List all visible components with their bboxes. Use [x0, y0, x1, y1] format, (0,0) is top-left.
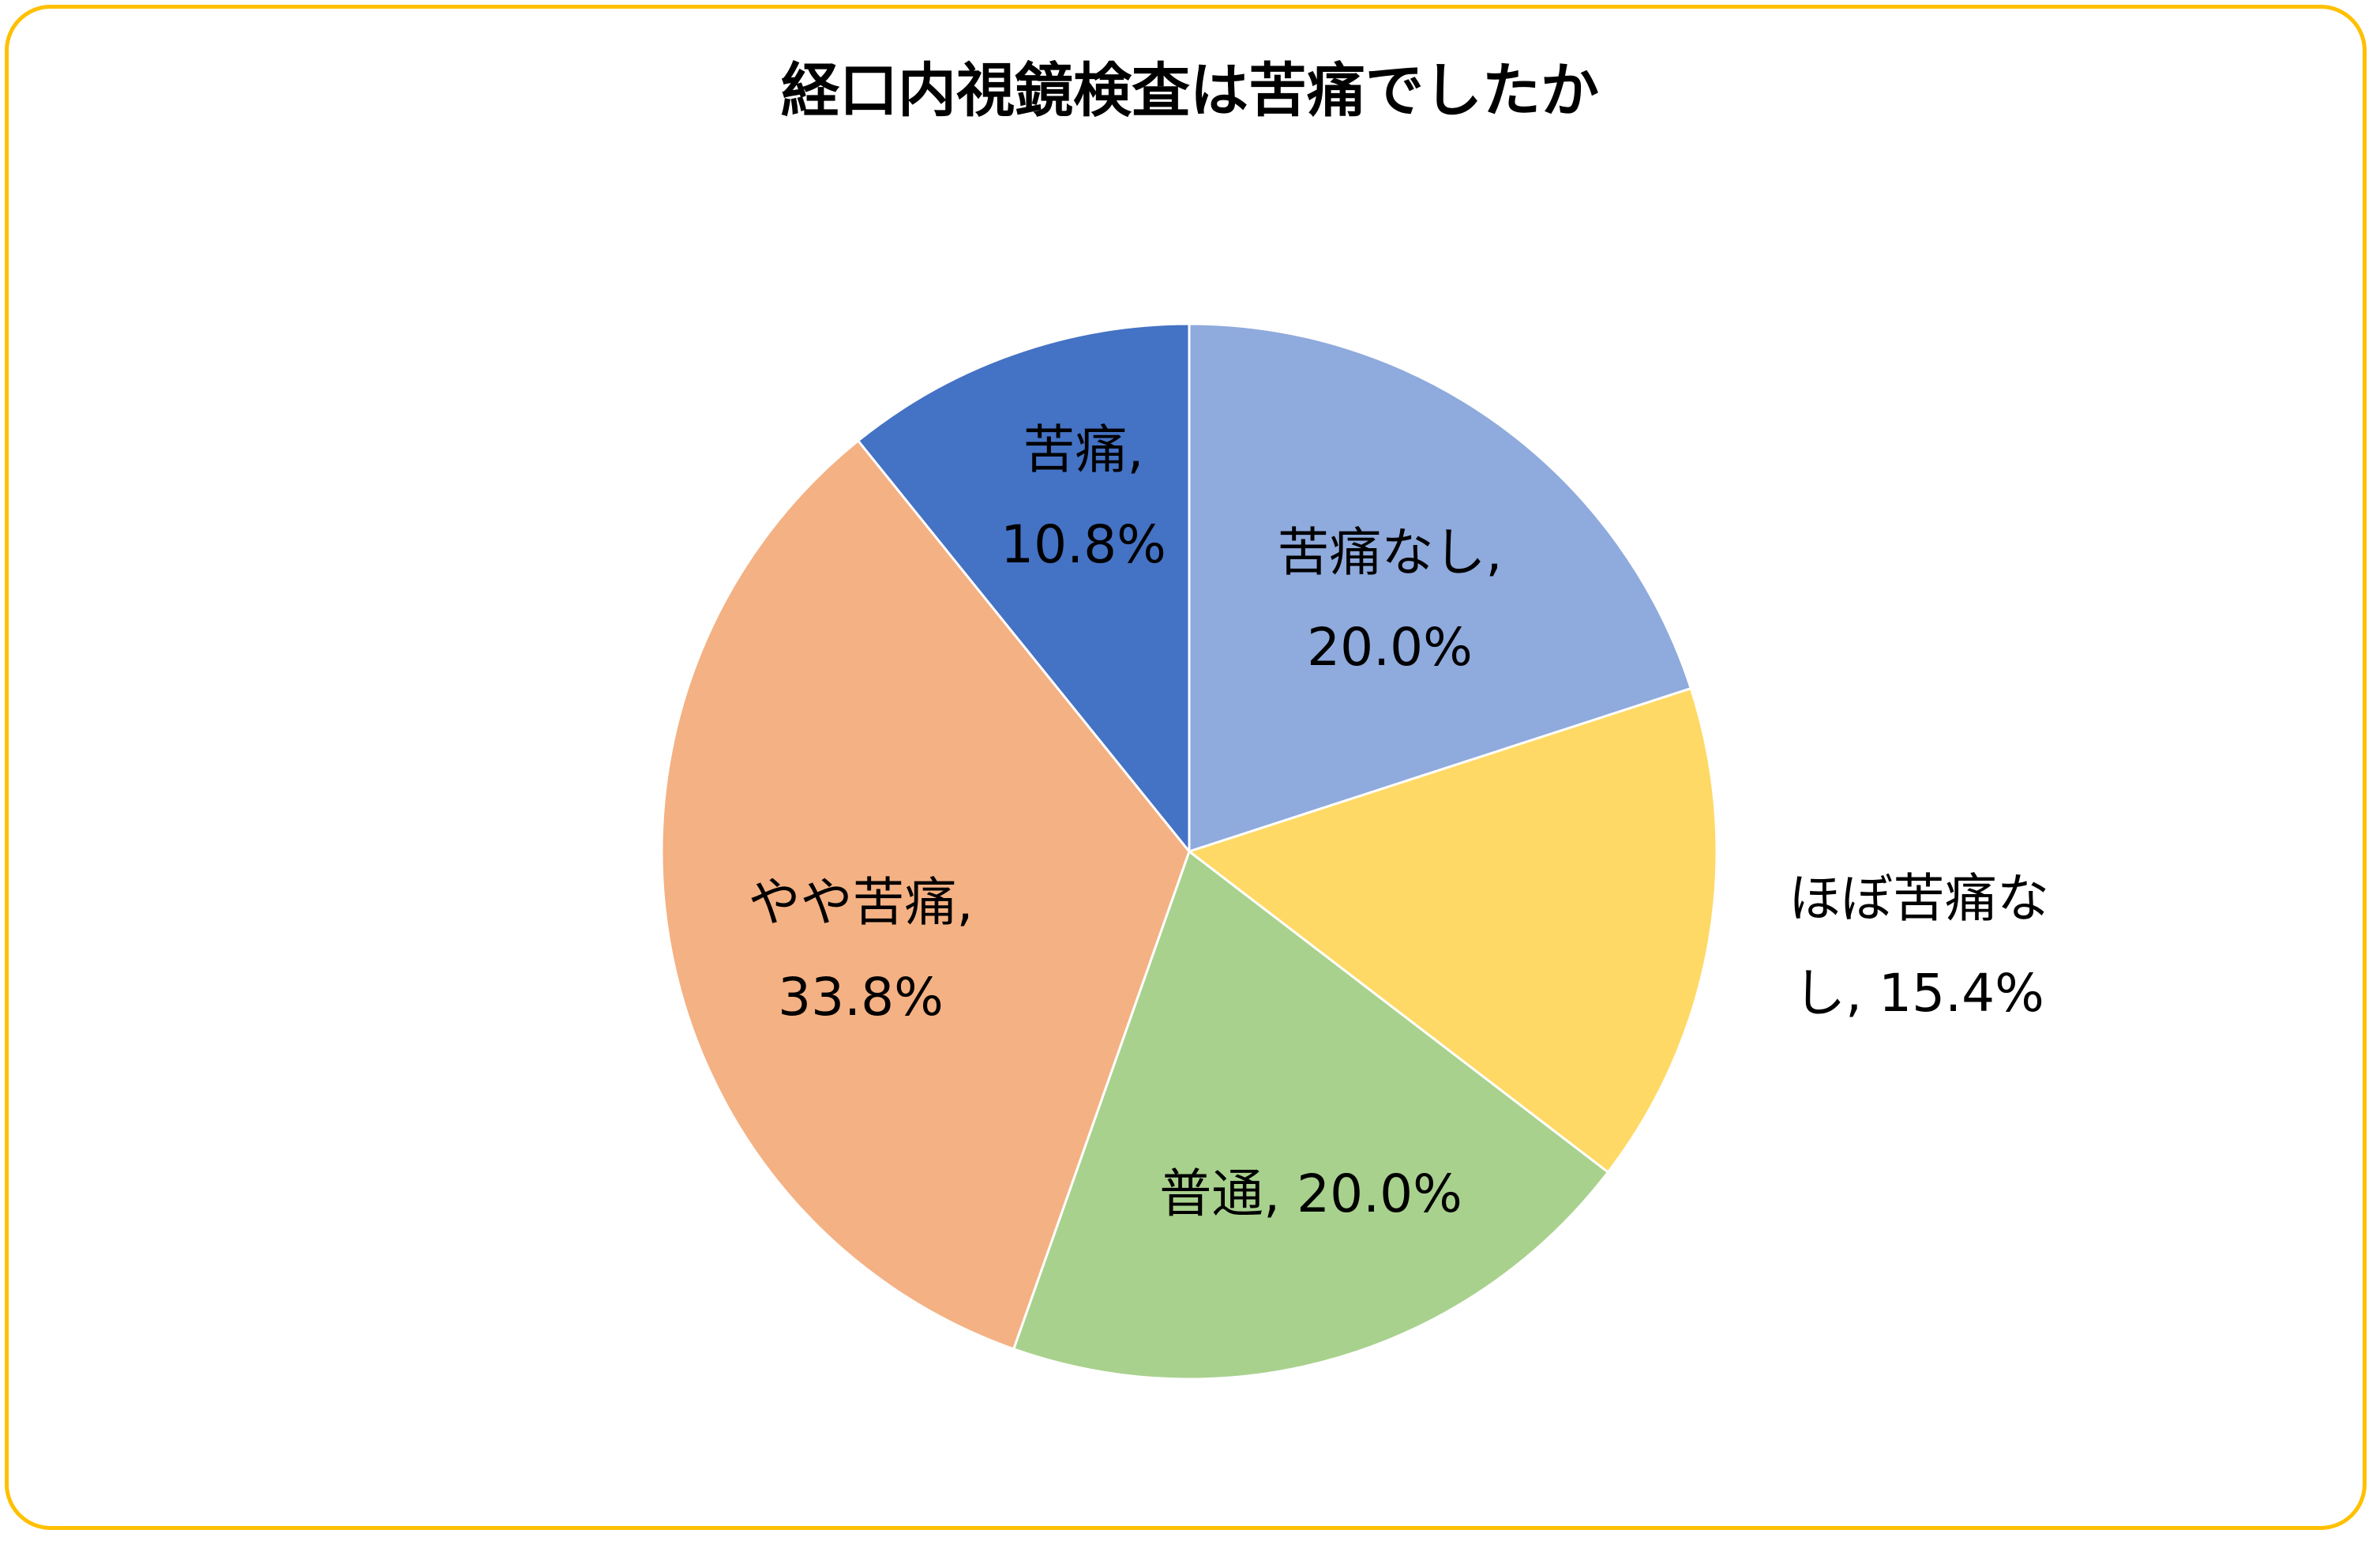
pie-slice-4: [660, 439, 1191, 1351]
pie-labels: 苦痛なし, 20.0% ほぼ苦痛なし, 15.4% 普通, 20.0% やや苦痛, 33.…: [749, 419, 2049, 1224]
pie-slice-5: [857, 322, 1191, 853]
pie-slice-1: [1188, 322, 1692, 853]
pie-slice-1-label: 苦痛なし, 20.0%: [1278, 522, 1503, 678]
chart-title: 経口内視鏡検査は苦痛でしたか: [781, 57, 1599, 125]
pie-slice-4-label: やや苦痛, 33.8%: [749, 872, 974, 1028]
pie-slice-2: [1188, 687, 1718, 1174]
pie-slices: [660, 322, 1718, 1381]
pie-slice-3: [1012, 850, 1609, 1381]
pie-slice-3-label: 普通, 20.0%: [1159, 1163, 1462, 1224]
pie-slice-5-label: 苦痛, 10.8%: [1000, 419, 1166, 575]
pie-slice-2-label: ほぼ苦痛なし, 15.4%: [1789, 868, 2049, 1024]
